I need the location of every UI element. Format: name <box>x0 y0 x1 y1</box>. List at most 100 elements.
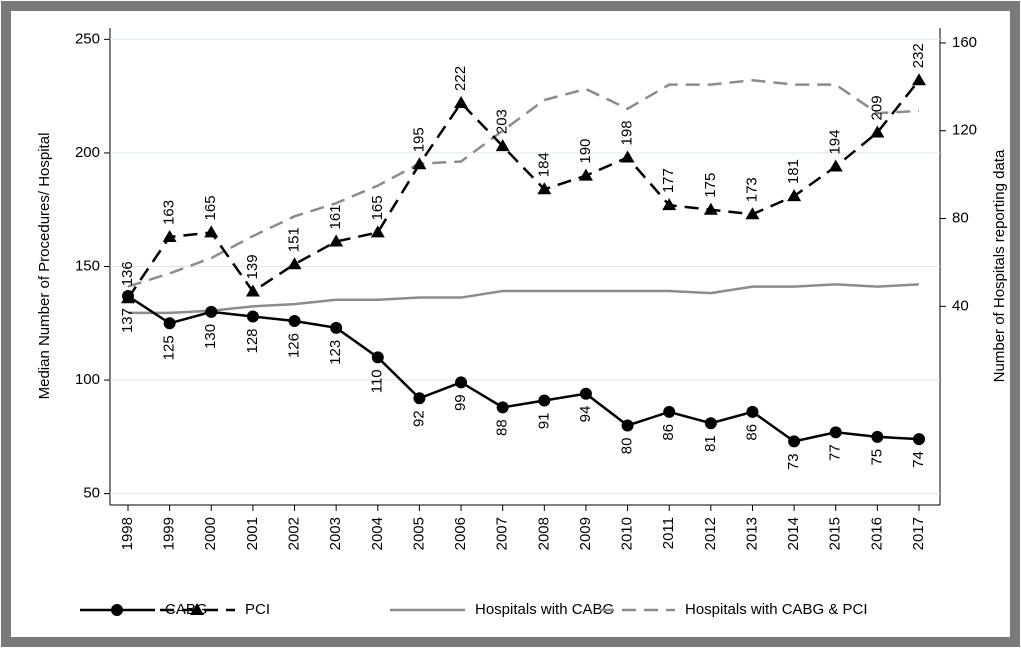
data-label: 184 <box>535 152 552 177</box>
series-line <box>128 283 920 315</box>
data-label: 126 <box>285 333 302 358</box>
y-tick-label: 150 <box>75 257 100 274</box>
data-label: 198 <box>619 120 636 145</box>
marker <box>746 405 759 418</box>
marker <box>455 376 468 389</box>
data-label: 175 <box>702 173 719 198</box>
marker <box>913 433 925 446</box>
marker <box>578 168 593 181</box>
marker <box>495 139 510 152</box>
legend-label: PCI <box>245 601 270 618</box>
y2-tick-label: 120 <box>952 122 977 139</box>
marker <box>620 150 635 163</box>
legend-marker <box>111 604 123 616</box>
data-label: 94 <box>577 406 594 423</box>
data-label: 151 <box>285 227 302 252</box>
marker <box>121 291 135 304</box>
x-tick-label: 2009 <box>577 517 594 550</box>
data-label: 75 <box>868 449 885 466</box>
marker <box>745 207 760 220</box>
marker <box>788 435 801 448</box>
data-label: 128 <box>244 328 261 353</box>
marker <box>579 387 592 400</box>
marker <box>370 225 385 238</box>
x-tick-label: 2001 <box>244 517 261 550</box>
data-label: 139 <box>244 254 261 279</box>
x-tick-label: 2005 <box>410 517 427 550</box>
data-label: 161 <box>327 204 344 229</box>
marker <box>163 317 176 330</box>
x-tick-label: 2007 <box>494 517 511 550</box>
series-line <box>127 294 920 443</box>
x-tick-label: 2014 <box>785 517 802 550</box>
legend-marker <box>190 603 204 615</box>
marker <box>329 234 344 247</box>
data-label: 80 <box>619 438 636 455</box>
x-tick-label: 2017 <box>910 517 927 550</box>
data-label: 81 <box>702 435 719 452</box>
marker <box>621 419 634 432</box>
legend-label: Hospitals with CABG <box>475 601 614 618</box>
marker <box>787 189 802 202</box>
data-label: 88 <box>494 419 511 436</box>
x-tick-label: 2002 <box>285 517 302 550</box>
data-label: 232 <box>910 43 927 68</box>
marker <box>413 392 426 405</box>
x-tick-label: 1999 <box>161 517 178 550</box>
data-label: 165 <box>369 195 386 220</box>
data-label: 73 <box>785 453 802 470</box>
x-tick-label: 1998 <box>119 517 136 550</box>
marker <box>703 202 718 215</box>
x-tick-label: 2016 <box>868 517 885 550</box>
y2-tick-label: 40 <box>952 297 969 314</box>
data-label: 195 <box>410 127 427 152</box>
y-tick-label: 250 <box>75 30 100 47</box>
data-label: 222 <box>452 66 469 91</box>
data-label: 130 <box>202 324 219 349</box>
marker <box>496 401 509 414</box>
x-tick-label: 2010 <box>619 517 636 550</box>
y-tick-label: 100 <box>75 371 100 388</box>
y2-tick-label: 160 <box>952 34 977 51</box>
data-label: 99 <box>452 394 469 411</box>
y2-axis-title: Number of Hospitals reporting data <box>991 149 1008 382</box>
y-axis-title: Median Number of Procedures/ Hospital <box>36 133 53 400</box>
series-line <box>127 78 920 288</box>
marker <box>662 198 677 211</box>
marker <box>704 417 717 430</box>
data-label: 92 <box>410 410 427 427</box>
x-tick-label: 2013 <box>743 517 760 550</box>
data-label: 91 <box>535 413 552 430</box>
marker <box>454 95 469 108</box>
data-label: 136 <box>119 261 136 286</box>
data-label: 74 <box>910 451 927 468</box>
data-label: 86 <box>743 424 760 441</box>
legend-label: Hospitals with CABG & PCI <box>685 601 868 618</box>
data-label: 194 <box>827 130 844 155</box>
data-label: 177 <box>660 168 677 193</box>
marker <box>287 257 302 270</box>
y-tick-label: 200 <box>75 144 100 161</box>
marker <box>204 225 219 238</box>
x-tick-label: 2015 <box>827 517 844 550</box>
data-label: 77 <box>827 444 844 461</box>
marker <box>538 394 551 407</box>
y-tick-label: 50 <box>83 485 100 502</box>
data-label: 86 <box>660 424 677 441</box>
marker <box>371 351 384 364</box>
data-label: 110 <box>369 369 386 393</box>
x-tick-label: 2000 <box>202 517 219 550</box>
data-label: 181 <box>785 159 802 184</box>
x-tick-label: 2006 <box>452 517 469 550</box>
data-label: 190 <box>577 139 594 164</box>
marker <box>330 321 343 334</box>
x-tick-label: 2003 <box>327 517 344 550</box>
data-label: 137 <box>119 308 136 333</box>
data-label: 165 <box>202 195 219 220</box>
x-tick-label: 2008 <box>535 517 552 550</box>
marker <box>245 284 260 297</box>
data-label: 209 <box>868 95 885 120</box>
marker <box>162 229 177 242</box>
data-label: 123 <box>327 340 344 365</box>
